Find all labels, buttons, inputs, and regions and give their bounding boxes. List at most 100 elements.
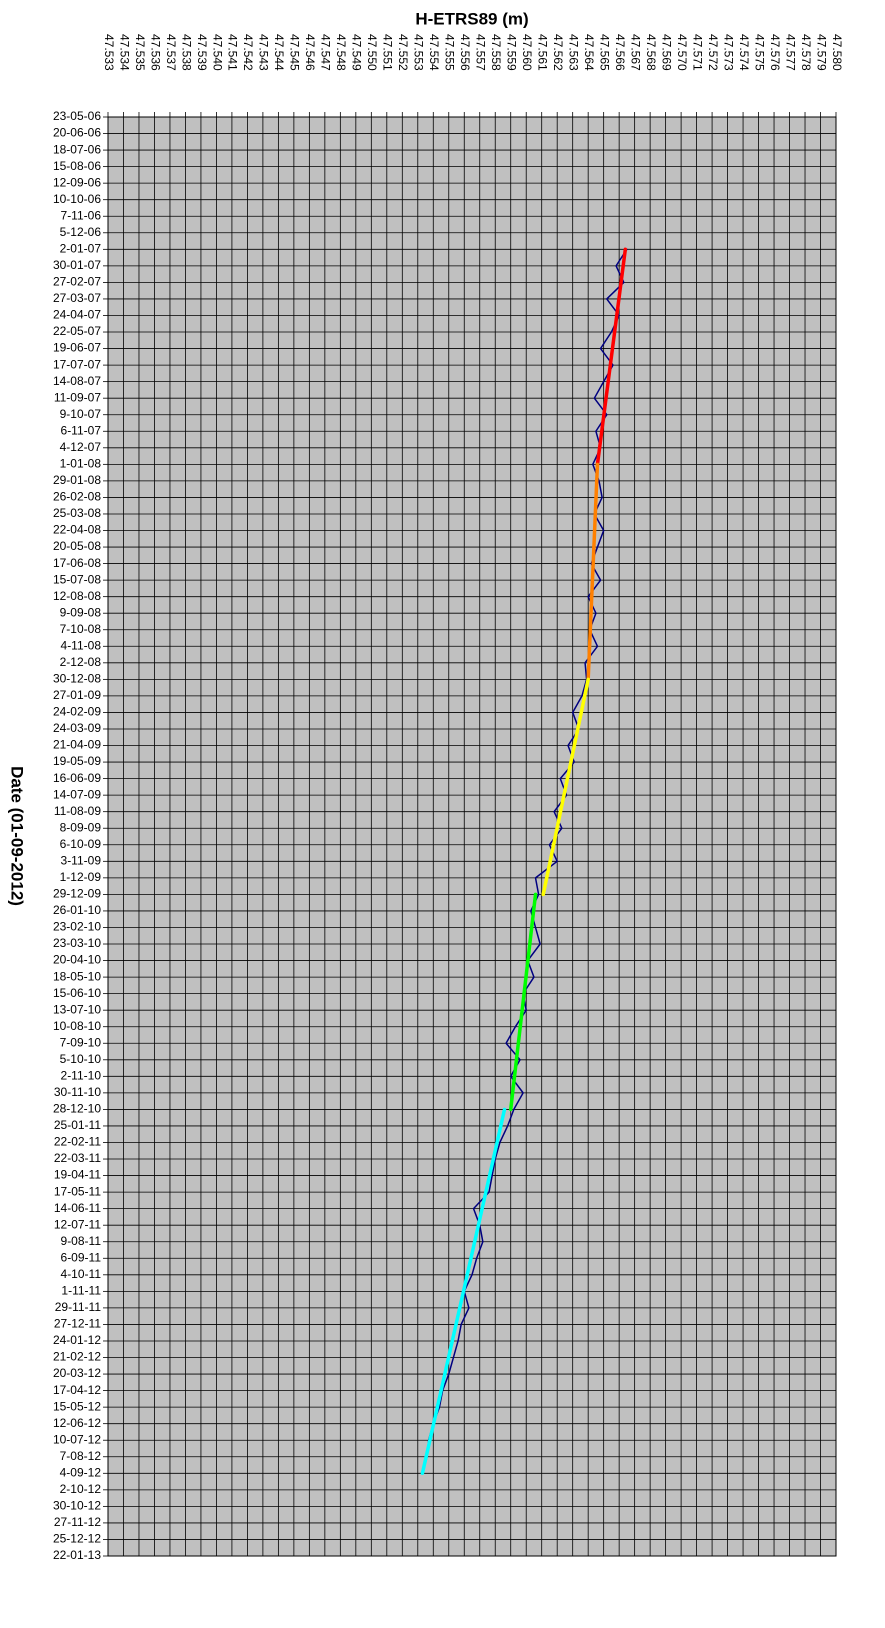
y-tick-label: 9-08-11 (61, 1234, 102, 1248)
y-tick-label: 12-06-12 (53, 1416, 101, 1430)
x-tick-label: 47.553 (412, 34, 426, 71)
y-tick-label: 15-06-10 (53, 986, 101, 1000)
x-tick-label: 47.550 (365, 34, 379, 71)
y-tick-label: 7-08-12 (60, 1449, 102, 1463)
data-line (508, 892, 538, 1112)
y-tick-label: 11-08-09 (54, 804, 101, 818)
y-tick-label: 23-02-10 (53, 920, 101, 934)
y-tick-label: 18-07-06 (53, 142, 101, 156)
y-tick-label: 19-05-09 (53, 754, 101, 768)
x-tick-label: 47.558 (489, 34, 503, 71)
y-tick-label: 27-11-12 (54, 1515, 101, 1529)
x-tick-label: 47.549 (350, 34, 364, 71)
y-tick-label: 30-11-10 (54, 1085, 101, 1099)
x-tick-label: 47.548 (334, 34, 348, 71)
y-tick-label: 2-12-08 (60, 655, 102, 669)
x-tick-label: 47.552 (396, 34, 410, 71)
y-tick-label: 17-06-08 (53, 556, 101, 570)
y-tick-label: 24-03-09 (53, 721, 101, 735)
y-tick-label: 18-05-10 (53, 969, 101, 983)
y-tick-label: 2-10-12 (60, 1482, 102, 1496)
x-tick-label: 47.536 (148, 34, 162, 71)
x-tick-label: 47.557 (474, 34, 488, 71)
y-tick-label: 11-09-07 (54, 390, 101, 404)
y-tick-label: 10-10-06 (53, 192, 101, 206)
y-tick-label: 15-07-08 (53, 572, 101, 586)
y-tick-label: 25-03-08 (53, 506, 101, 520)
y-tick-label: 26-02-08 (53, 490, 101, 504)
y-tick-label: 29-01-08 (53, 473, 101, 487)
x-tick-label: 47.541 (226, 34, 240, 71)
x-tick-label: 47.556 (458, 34, 472, 71)
y-tick-label: 6-10-09 (60, 837, 102, 851)
y-tick-label: 24-01-12 (53, 1333, 101, 1347)
x-tick-label: 47.572 (706, 34, 720, 71)
y-tick-label: 14-07-09 (53, 787, 101, 801)
y-tick-label: 20-03-12 (53, 1366, 101, 1380)
x-tick-label: 47.537 (164, 34, 178, 71)
y-tick-label: 4-10-11 (61, 1267, 102, 1281)
y-tick-label: 4-09-12 (60, 1465, 102, 1479)
data-line (420, 1107, 507, 1476)
y-tick-label: 6-09-11 (61, 1250, 102, 1264)
x-tick-label: 47.551 (381, 34, 395, 71)
x-tick-label: 47.579 (814, 34, 828, 71)
x-axis-title: H-ETRS89 (m) (415, 9, 528, 28)
y-tick-label: 30-10-12 (53, 1499, 101, 1513)
y-tick-label: 19-06-07 (53, 341, 101, 355)
y-tick-label: 1-12-09 (60, 870, 102, 884)
y-tick-label: 7-11-06 (61, 208, 102, 222)
x-tick-label: 47.571 (690, 34, 704, 71)
x-tick-label: 47.565 (597, 34, 611, 71)
x-tick-label: 47.574 (737, 34, 751, 71)
x-tick-label: 47.546 (303, 34, 317, 71)
y-tick-label: 14-08-07 (53, 374, 101, 388)
y-tick-label: 21-02-12 (53, 1350, 101, 1364)
y-tick-label: 7-09-10 (60, 1035, 102, 1049)
x-tick-label: 47.573 (721, 34, 735, 71)
y-tick-label: 9-09-08 (60, 605, 102, 619)
y-tick-label: 26-01-10 (53, 903, 101, 917)
x-tick-label: 47.562 (551, 34, 565, 71)
y-tick-label: 17-04-12 (53, 1383, 101, 1397)
data-line (541, 677, 590, 897)
y-tick-label: 17-07-07 (53, 357, 101, 371)
y-tick-label: 8-09-09 (60, 820, 102, 834)
x-tick-label: 47.569 (659, 34, 673, 71)
x-tick-label: 47.545 (288, 34, 302, 71)
y-tick-label: 28-12-10 (53, 1102, 101, 1116)
plot-background (107, 116, 837, 1557)
x-tick-label: 47.535 (133, 34, 147, 71)
y-tick-label: 17-05-11 (54, 1184, 101, 1198)
x-tick-label: 47.534 (117, 34, 131, 71)
y-tick-label: 30-01-07 (53, 258, 101, 272)
x-tick-label: 47.554 (427, 34, 441, 71)
y-tick-label: 2-11-10 (61, 1069, 102, 1083)
x-tick-label: 47.533 (102, 34, 116, 71)
x-tick-label: 47.563 (567, 34, 581, 71)
y-tick-label: 12-09-06 (53, 175, 101, 189)
x-tick-label: 47.570 (675, 34, 689, 71)
x-tick-label: 47.542 (241, 34, 255, 71)
y-tick-label: 30-12-08 (53, 672, 101, 686)
y-tick-label: 2-01-07 (60, 241, 102, 255)
y-tick-label: 27-03-07 (53, 291, 101, 305)
y-tick-label: 20-05-08 (53, 539, 101, 553)
x-tick-label: 47.559 (505, 34, 519, 71)
y-tick-label: 1-11-11 (61, 1284, 101, 1298)
y-tick-label: 15-08-06 (53, 159, 101, 173)
y-tick-label: 22-04-08 (53, 523, 101, 537)
y-tick-label: 22-05-07 (53, 324, 101, 338)
y-tick-label: 22-02-11 (54, 1135, 101, 1149)
y-tick-label: 13-07-10 (53, 1002, 101, 1016)
y-tick-label: 12-08-08 (53, 589, 101, 603)
y-tick-label: 23-05-06 (53, 109, 101, 123)
x-tick-label: 47.544 (272, 34, 286, 71)
y-tick-label: 10-07-12 (53, 1432, 101, 1446)
data-line (586, 462, 600, 682)
y-tick-label: 24-02-09 (53, 705, 101, 719)
y-tick-label: 23-03-10 (53, 936, 101, 950)
x-tick-label: 47.543 (257, 34, 271, 71)
y-tick-label: 25-12-12 (53, 1532, 101, 1546)
x-tick-label: 47.577 (783, 34, 797, 71)
